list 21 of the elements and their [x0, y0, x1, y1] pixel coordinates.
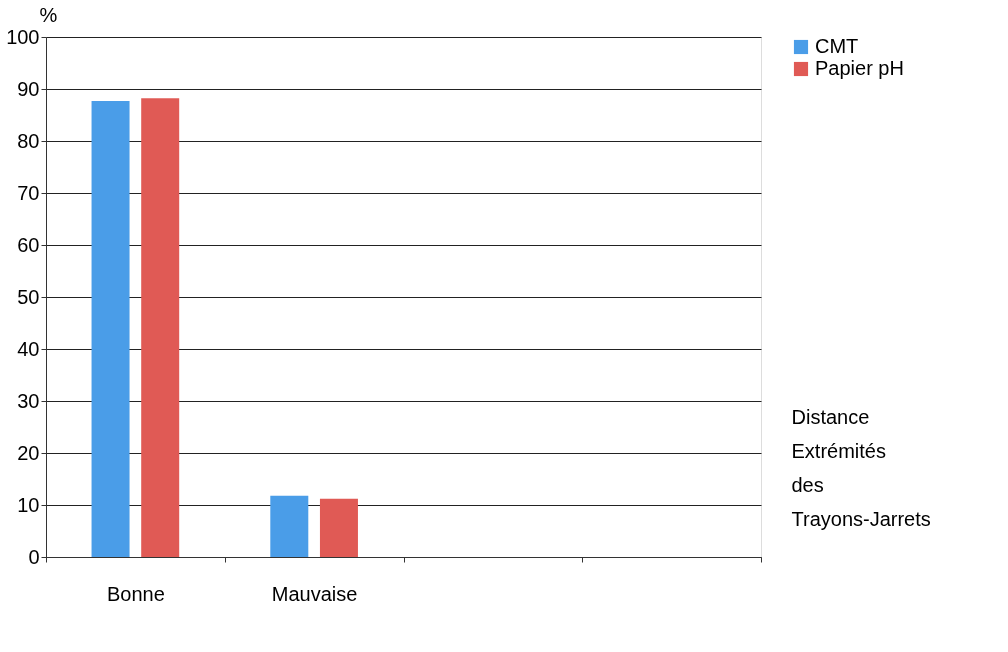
y-tick-label: 100: [6, 25, 40, 48]
y-axis-title: %: [39, 3, 58, 26]
y-tick-label: 20: [17, 441, 40, 464]
y-tick-label: 80: [17, 129, 40, 152]
bar: [91, 100, 130, 557]
y-tick-label: 10: [17, 493, 40, 516]
y-tick-label: 40: [17, 337, 40, 360]
y-tick-label: 60: [17, 233, 40, 256]
y-tick-label: 70: [17, 181, 40, 204]
y-tick-label: 0: [28, 545, 40, 568]
x-tick-label: Mauvaise: [271, 582, 358, 605]
y-tick-label: 30: [17, 389, 40, 412]
x-axis-title: Distance Extrémités des Trayons-Jarrets: [791, 405, 931, 530]
legend-label: Papier pH: [815, 57, 904, 79]
bar: [141, 98, 180, 557]
y-tick-label: 90: [17, 77, 40, 100]
legend-label: CMT: [815, 35, 859, 57]
y-tick-label: 50: [17, 285, 40, 308]
x-tick-label: Bonne: [106, 582, 165, 605]
bar: [270, 495, 309, 557]
bar: [319, 498, 358, 557]
